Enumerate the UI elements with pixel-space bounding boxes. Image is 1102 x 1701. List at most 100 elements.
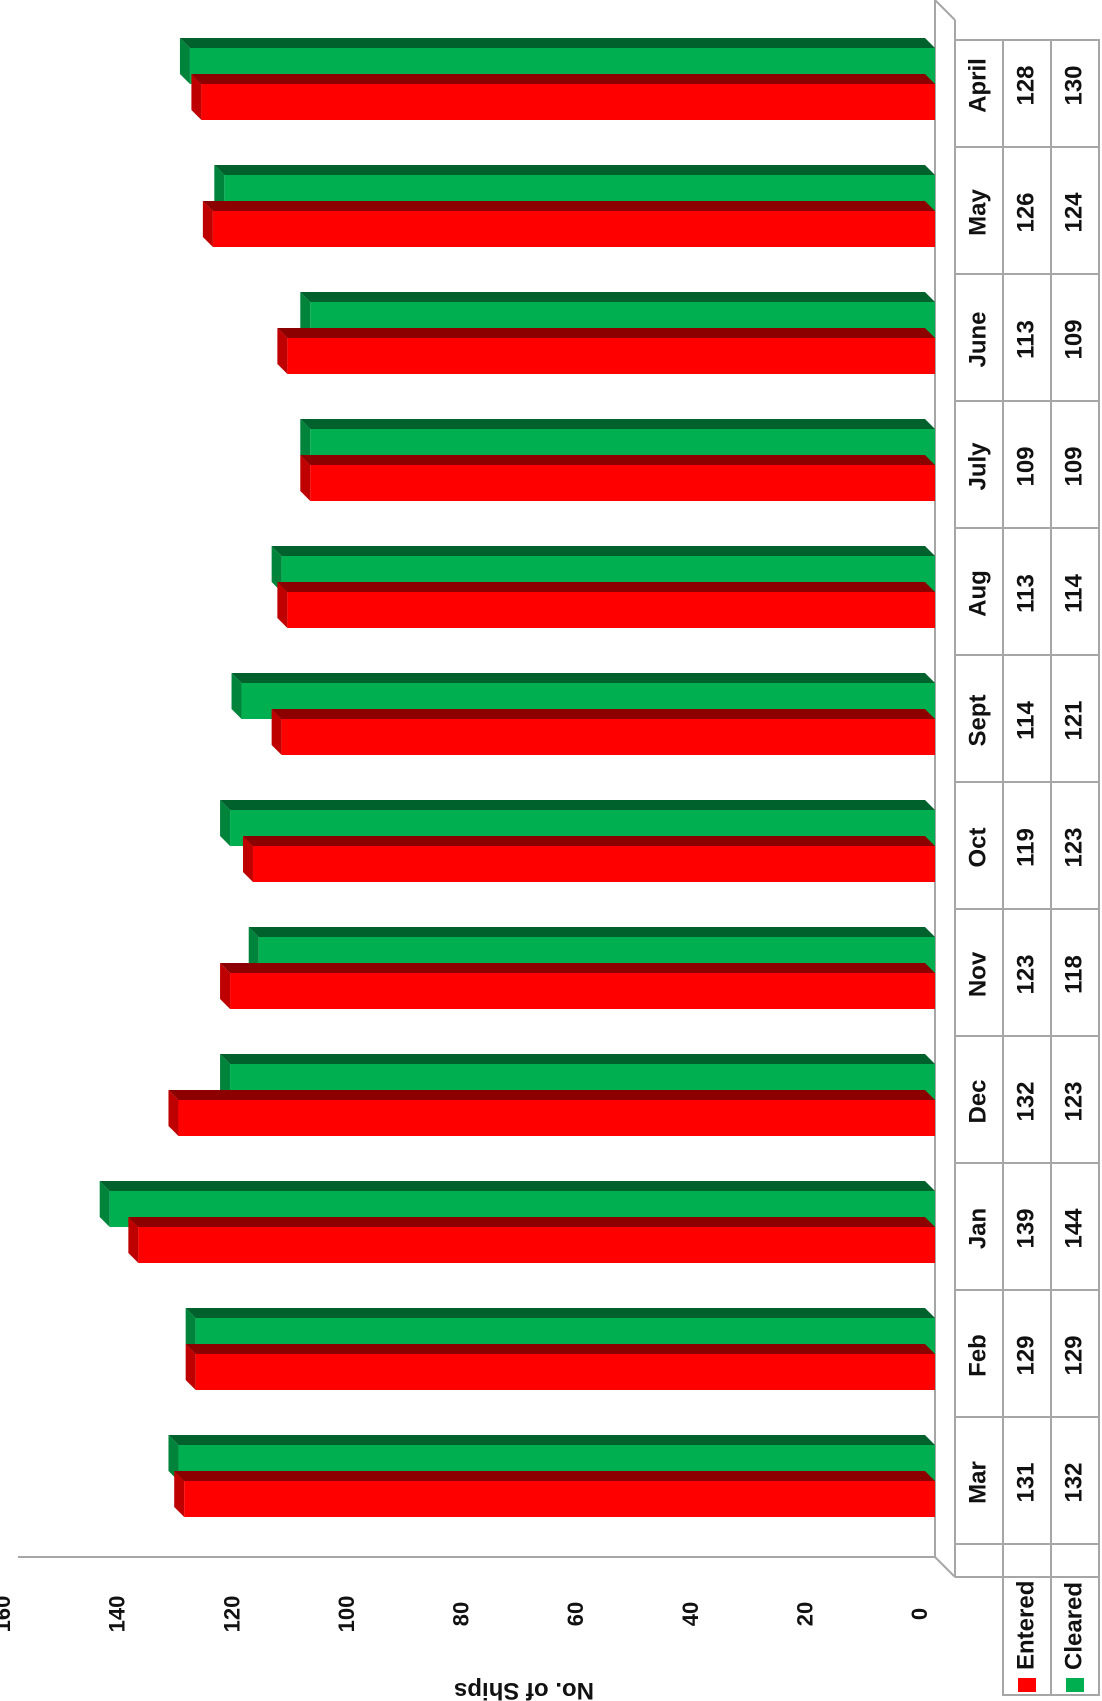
bar-end-face [271, 709, 282, 755]
legend-key-entered [1018, 1678, 1036, 1692]
bar-top-face [277, 582, 935, 592]
bar-top-face [271, 709, 935, 719]
table-value-entered: 139 [1012, 1208, 1039, 1248]
bar-end-face [300, 419, 311, 465]
bar-end-face [185, 1308, 196, 1354]
table-value-entered: 128 [1012, 65, 1039, 105]
value-axis-tick-label: 100 [334, 1596, 359, 1633]
bar-front-face [287, 592, 935, 628]
bar-front-face [195, 1354, 935, 1390]
category-label: Sept [964, 694, 991, 746]
bar-top-face [300, 419, 935, 429]
value-axis-tick-label: 60 [563, 1602, 588, 1626]
category-label: Feb [964, 1334, 991, 1377]
bar-top-face [185, 1344, 935, 1354]
table-value-entered: 126 [1012, 192, 1039, 232]
bar-end-face [179, 38, 190, 84]
bar-end-face [168, 1090, 179, 1136]
table-value-cleared: 132 [1060, 1462, 1087, 1502]
bar-top-face [174, 1471, 936, 1481]
bar-end-face [220, 963, 231, 1009]
bar-top-face [168, 1090, 936, 1100]
bar-top-face [300, 292, 935, 302]
bar-top-face [99, 1181, 935, 1191]
table-value-entered: 123 [1012, 954, 1039, 994]
bar-end-face [220, 1054, 231, 1100]
table-value-cleared: 118 [1060, 955, 1087, 994]
bar-top-face [220, 1054, 935, 1064]
value-axis-tick-label: 140 [105, 1596, 130, 1633]
table-value-cleared: 129 [1060, 1335, 1087, 1375]
value-axis-ticks: 0 20 40 60 80 100 120 140 160 [0, 1596, 932, 1633]
bar-entered-oct [242, 836, 935, 882]
table-value-entered: 132 [1012, 1081, 1039, 1121]
value-axis-tick-label: 120 [219, 1596, 244, 1633]
data-table: April 128 130 May 126 124 June 113 109 July 109 109… [955, 39, 1100, 1696]
bar-end-face [214, 165, 225, 211]
bar-end-face [231, 673, 242, 719]
bar-end-face [277, 328, 288, 374]
bar-front-face [201, 84, 935, 120]
legend-label-cleared: Cleared [1060, 1582, 1087, 1670]
category-label: Oct [964, 827, 991, 867]
table-value-entered: 131 [1012, 1462, 1039, 1502]
bar-end-face [242, 836, 253, 882]
category-label: April [964, 58, 991, 113]
bar-top-face [220, 963, 935, 973]
table-value-entered: 109 [1012, 446, 1039, 486]
bar-end-face [300, 292, 311, 338]
bar-front-face [287, 338, 935, 374]
bar-entered-feb [185, 1344, 935, 1390]
table-value-entered: 119 [1012, 828, 1039, 867]
bar-end-face [202, 201, 213, 247]
table-value-entered: 129 [1012, 1335, 1039, 1375]
plot-top-line [18, 1556, 956, 1578]
table-value-entered: 113 [1012, 320, 1039, 359]
table-value-cleared: 123 [1060, 1081, 1087, 1121]
category-label: June [964, 311, 991, 367]
bar-front-face [281, 719, 935, 755]
bar-front-face [230, 973, 935, 1009]
table-value-cleared: 130 [1060, 65, 1087, 105]
value-axis-tick-label: 160 [0, 1596, 15, 1633]
table-value-cleared: 109 [1060, 446, 1087, 486]
bar-top-face [220, 800, 935, 810]
category-label: May [964, 189, 991, 236]
bar-end-face [185, 1344, 196, 1390]
bar-top-face [242, 836, 935, 846]
table-value-cleared: 114 [1060, 573, 1087, 612]
legend-label-entered: Entered [1012, 1581, 1039, 1670]
bar-entered-may [202, 201, 936, 247]
bar-front-face [184, 1481, 936, 1517]
bar-top-face [271, 546, 935, 556]
bar-top-face [277, 328, 935, 338]
bar-end-face [300, 455, 311, 501]
bar-entered-nov [220, 963, 935, 1009]
value-axis-tick-label: 0 [907, 1608, 932, 1620]
bar-entered-dec [168, 1090, 936, 1136]
bar-entered-sept [271, 709, 935, 755]
value-axis-title: No. of Ships [454, 1677, 594, 1701]
table-value-entered: 113 [1012, 574, 1039, 613]
floor-top-diagonal [934, 0, 956, 21]
bar-entered-june [277, 328, 935, 374]
value-axis-tick-label: 40 [678, 1602, 703, 1626]
bar-front-face [310, 465, 935, 501]
category-label: July [964, 442, 991, 491]
category-label: Dec [964, 1079, 991, 1123]
bar-end-face [168, 1435, 179, 1481]
bars-layer [99, 38, 936, 1517]
bar-end-face [174, 1471, 185, 1517]
bar-top-face [168, 1435, 936, 1445]
bar-top-face [248, 927, 935, 937]
legend: Entered Cleared [1012, 1581, 1087, 1692]
category-label: Aug [964, 570, 991, 617]
table-value-cleared: 144 [1060, 1208, 1087, 1249]
bar-top-face [179, 38, 935, 48]
bar-end-face [220, 800, 231, 846]
bar-front-face [212, 211, 936, 247]
table-cells: April 128 130 May 126 124 June 113 109 July 109 109… [955, 58, 1099, 1545]
bar-front-face [252, 846, 935, 882]
bar-top-face [191, 74, 935, 84]
